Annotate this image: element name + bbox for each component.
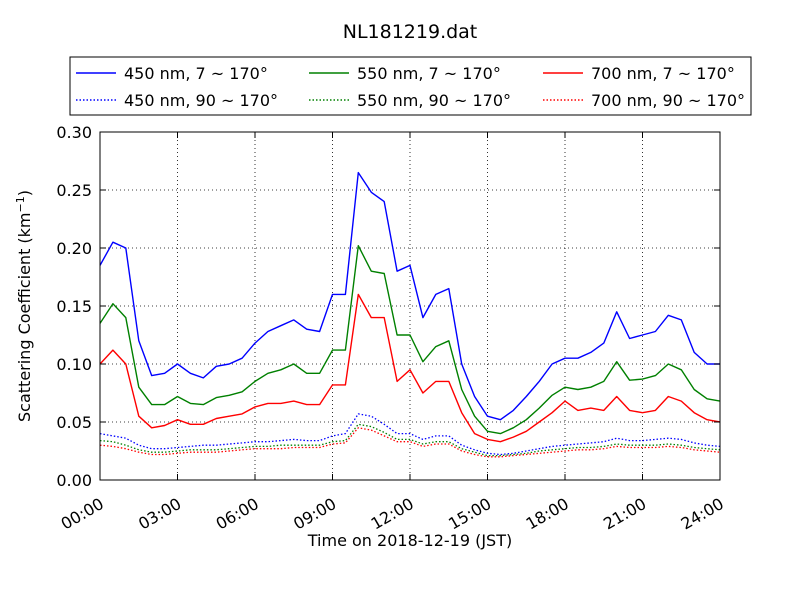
legend-label: 700 nm, 90 ~ 170°	[591, 91, 745, 110]
y-tick-label: 0.05	[56, 413, 92, 432]
series-line-2	[99, 244, 721, 435]
x-tick-label: 24:00	[678, 494, 727, 534]
series-line-0	[99, 171, 720, 421]
y-tick-label: 0.30	[56, 123, 92, 142]
legend-label: 700 nm, 7 ~ 170°	[591, 64, 735, 83]
y-axis-label: Scattering Coefficient (km−1)	[14, 190, 35, 422]
x-tick-label: 15:00	[445, 494, 494, 534]
series-line-4	[99, 293, 721, 443]
x-tick-label: 18:00	[523, 494, 572, 534]
plot-area: 0.00 0.05 0.10 0.15 0.20 0.25 0.30 00:00 03:00 06…	[56, 123, 727, 534]
x-tick-label: 09:00	[290, 494, 339, 534]
series-lines	[99, 171, 721, 458]
x-tick-label: 03:00	[135, 494, 184, 534]
grid	[100, 132, 720, 480]
legend-label: 550 nm, 90 ~ 170°	[357, 91, 511, 110]
x-tick-label: 00:00	[58, 494, 107, 534]
y-tick-label: 0.25	[56, 181, 92, 200]
y-tick-label: 0.20	[56, 239, 92, 258]
series-line-3	[99, 423, 721, 457]
series-line-5	[99, 427, 721, 458]
x-tick-label: 12:00	[368, 494, 417, 534]
x-axis-label: Time on 2018-12-19 (JST)	[307, 531, 512, 550]
legend-label: 450 nm, 90 ~ 170°	[124, 91, 278, 110]
x-tick-label: 21:00	[600, 494, 649, 534]
y-tick-label: 0.15	[56, 297, 92, 316]
legend: 450 nm, 7 ~ 170° 450 nm, 90 ~ 170° 550 nm,…	[69, 56, 752, 116]
legend-label: 550 nm, 7 ~ 170°	[357, 64, 501, 83]
legend-box	[69, 56, 752, 116]
y-tick-label: 0.00	[56, 471, 92, 490]
series-line-1	[99, 413, 721, 456]
chart-title: NL181219.dat	[343, 21, 478, 43]
y-tick-label: 0.10	[56, 355, 92, 374]
x-tick-label: 06:00	[213, 494, 262, 534]
legend-label: 450 nm, 7 ~ 170°	[124, 64, 268, 83]
